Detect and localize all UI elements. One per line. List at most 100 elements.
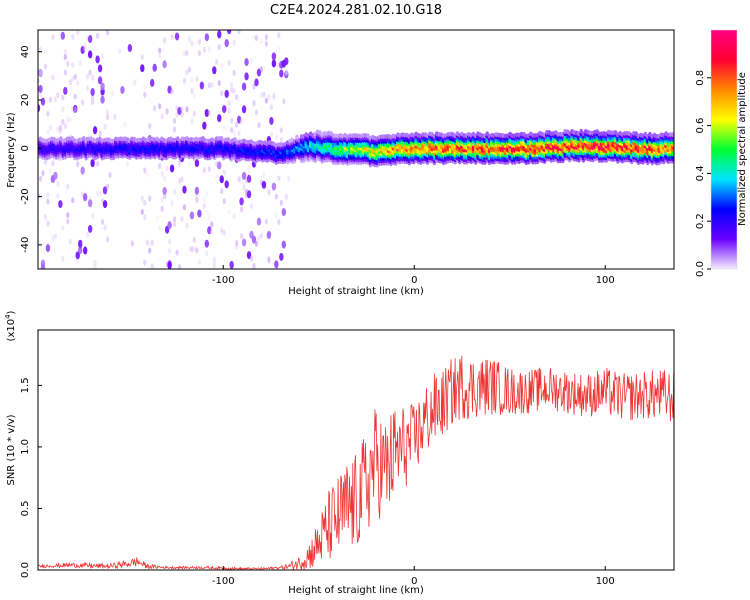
spectrogram-noise-cell — [281, 240, 287, 249]
spectrogram-noise-cell — [130, 240, 134, 247]
spectrogram-noise-cell — [53, 233, 57, 240]
spectrogram-noise-cell — [165, 107, 169, 114]
spectrogram-noise-cell — [63, 48, 67, 55]
spectrogram-noise-cell — [78, 246, 83, 255]
spectrogram-noise-cell — [61, 225, 65, 232]
spectrogram-noise-cell — [87, 199, 93, 208]
spectrogram-noise-cell — [71, 197, 75, 204]
spectrogram-noise-cell — [207, 46, 211, 53]
snr-panel: -100 0 100 0.0 0.5 1.0 1.5 Height of straight… — [4, 310, 675, 596]
spectrogram-noise-cell — [61, 119, 65, 126]
spectrogram-noise-cell — [205, 250, 209, 257]
spectrogram-noise-cell — [267, 94, 271, 101]
spectrogram-noise-cell — [170, 199, 174, 206]
spectrogram-y-tick-label: 20 — [20, 94, 31, 107]
spectrogram-noise-cell — [38, 46, 43, 53]
snr-y-multiplier-base: (x10 — [6, 319, 17, 342]
spectrogram-noise-cell — [252, 34, 256, 41]
snr-x-tick-label: 100 — [596, 576, 615, 587]
spectrogram-noise-cell — [143, 167, 147, 174]
spectrogram-noise-cell — [140, 208, 144, 215]
spectrogram-noise-cell — [204, 108, 210, 117]
spectrogram-noise-cell — [277, 218, 281, 225]
spectrogram-noise-cell — [61, 255, 65, 262]
spectrogram-noise-cell — [190, 40, 194, 47]
spectrogram-noise-cell — [71, 33, 75, 40]
spectrogram-noise-cell — [205, 208, 209, 215]
spectrogram-noise-cell — [241, 105, 247, 114]
spectrogram-noise-cell — [48, 168, 53, 175]
snr-series-line — [38, 355, 674, 570]
spectrogram-noise-cell — [249, 202, 254, 209]
spectrogram-noise-cell — [66, 183, 70, 190]
spectrogram-noise-cell — [254, 78, 259, 87]
spectrogram-noise-cell — [78, 60, 82, 67]
spectrogram-noise-cell — [227, 59, 231, 66]
spectrogram-noise-cell — [53, 96, 57, 103]
spectrogram-noise-cell — [43, 213, 48, 220]
spectrogram-noise-cell — [222, 105, 227, 114]
spectrogram-noise-cell — [143, 214, 147, 221]
spectrogram-noise-cell — [197, 50, 201, 57]
spectrogram-noise-cell — [170, 34, 174, 41]
spectrogram-noise-cell — [232, 69, 236, 76]
spectrogram-noise-cell — [227, 107, 231, 114]
spectrogram-noise-cell — [143, 199, 147, 206]
spectrogram-noise-cell — [185, 222, 189, 229]
spectrogram-noise-cell — [158, 103, 162, 110]
spectrogram-noise-cell — [259, 66, 264, 73]
spectrogram-noise-cell — [100, 53, 105, 60]
spectrogram-noise-cell — [212, 262, 216, 269]
spectrogram-noise-cell — [287, 175, 291, 182]
spectrogram-y-tick-label: 0 — [20, 145, 31, 151]
spectrogram-x-ticks: -100 0 100 — [212, 265, 615, 286]
spectrogram-noise-cell — [190, 118, 194, 125]
spectrogram-noise-cell — [48, 96, 53, 103]
spectrogram-noise-cell — [244, 72, 249, 81]
spectrogram-noise-cell — [205, 190, 209, 197]
spectrogram-noise-cell — [78, 239, 83, 248]
spectrogram-noise-cell — [66, 116, 70, 123]
spectrogram-noise-cell — [271, 52, 277, 61]
spectrogram-noise-cell — [174, 32, 180, 41]
spectrogram-noise-cell — [90, 159, 95, 168]
spectrogram-noise-cell — [51, 234, 55, 241]
spectrogram-noise-cell — [232, 40, 236, 47]
spectrogram-noise-cell — [249, 57, 254, 64]
spectrogram-noise-cell — [189, 211, 195, 220]
spectrogram-noise-cell — [187, 66, 192, 73]
spectrogram-noise-cell — [56, 180, 60, 187]
spectrogram-noise-cell — [279, 127, 283, 134]
figure-title: C2E4.2024.281.02.10.G18 — [270, 3, 442, 18]
spectrogram-noise-cell — [163, 37, 167, 44]
spectrogram-noise-cell — [247, 165, 251, 172]
colorbar: 0.0 0.2 0.4 0.6 0.8 Normalized spectral ampl… — [695, 29, 748, 277]
spectrogram-noise-cell — [46, 110, 50, 117]
spectrogram-noise-cell — [158, 224, 162, 231]
spectrogram-noise-cell — [274, 193, 278, 200]
spectrogram-noise-cell — [123, 121, 127, 128]
spectrogram-noise-cell — [230, 117, 234, 124]
spectrogram-noise-cell — [215, 173, 219, 180]
spectrogram-noise-cell — [210, 221, 214, 228]
spectrogram-noise-cell — [220, 227, 224, 234]
spectrogram-noise-cell — [259, 92, 264, 99]
spectrogram-noise-cell — [158, 163, 162, 170]
colorbar-tick-label: 0.2 — [695, 213, 706, 229]
spectrogram-noise-cell — [202, 121, 207, 130]
spectrogram-noise-cell — [66, 60, 70, 67]
spectrogram-noise-cell — [61, 94, 65, 101]
spectrogram-noise-cell — [88, 69, 92, 76]
spectrogram-noise-cell — [224, 39, 229, 48]
spectrogram-noise-cell — [167, 247, 172, 254]
spectrogram-noise-cell — [262, 171, 266, 178]
spectrogram-noise-cell — [160, 113, 164, 120]
spectrogram-noise-cell — [73, 73, 77, 80]
spectrogram-noise-cell — [95, 55, 100, 64]
spectrogram-noise-cell — [180, 215, 184, 222]
spectrogram-noise-cell — [81, 99, 85, 106]
snr-x-tick-label: 0 — [411, 576, 417, 587]
spectrogram-noise-cell — [254, 240, 259, 247]
spectrogram-noise-cell — [91, 74, 95, 81]
spectrogram-noise-cell — [133, 79, 137, 86]
